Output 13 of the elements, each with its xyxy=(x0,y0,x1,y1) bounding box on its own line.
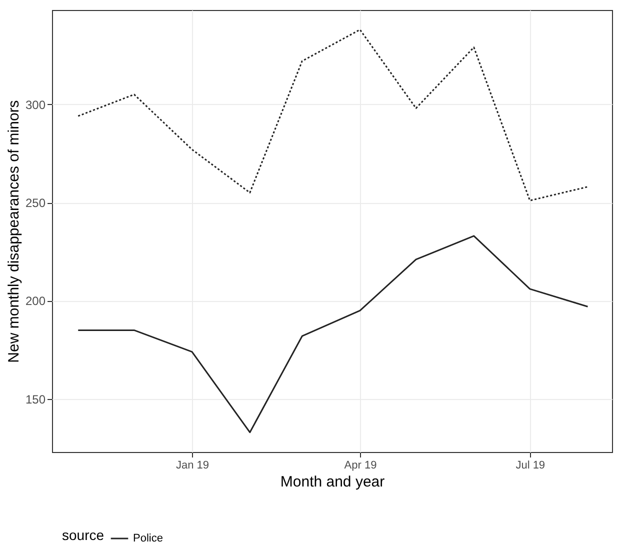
x-tick-label: Jan 19 xyxy=(176,460,210,472)
y-tick-label: 200 xyxy=(25,294,46,308)
y-tick-label: 300 xyxy=(25,98,46,112)
line-series xyxy=(77,28,588,202)
legend-label: Police xyxy=(133,532,163,544)
y-tick-label: 250 xyxy=(25,196,46,210)
y-axis-title: New monthly disappearances of minors xyxy=(5,100,22,363)
y-tick-label: 150 xyxy=(25,392,46,406)
legend-title: source xyxy=(62,527,104,543)
x-tick-label: Jul 19 xyxy=(516,460,546,472)
x-tick-label: Apr 19 xyxy=(344,460,377,472)
line-series xyxy=(77,235,588,434)
x-axis-title: Month and year xyxy=(280,474,385,490)
